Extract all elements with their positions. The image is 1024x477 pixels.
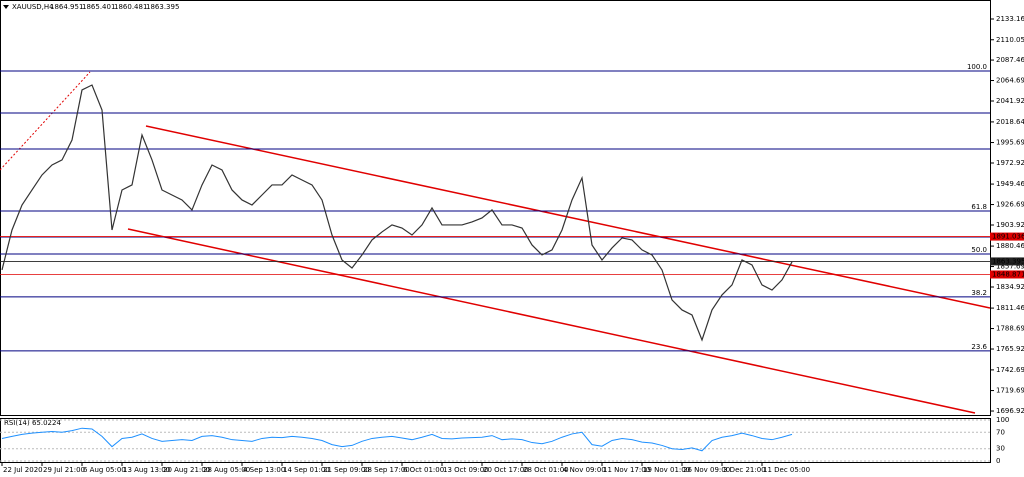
menu-icon [3,5,9,9]
x-tick-label: 13 Aug 13:00 [123,466,170,474]
price-tag [990,257,1024,266]
price-tag-label: 1848.871 [992,270,1024,278]
x-tick-label: 29 Jul 21:00 [43,466,85,474]
fib-label: 100.0 [967,63,987,71]
y-tick-label: 1742.690 [996,366,1024,374]
y-tick-label: 2064.690 [996,77,1024,85]
rsi-line [1,427,793,452]
x-tick-label: 28 Aug 05:00 [203,466,250,474]
x-tick-label: 3 Dec 21:00 [723,466,766,474]
x-tick-label: 14 Sep 01:00 [283,466,330,474]
y-tick-label: 2110.050 [996,36,1024,44]
x-tick-label: 6 Aug 05:00 [83,466,126,474]
ohlc-value: 1860.481 [114,3,147,11]
rsi-tick-label: 100 [996,416,1009,424]
x-tick-label: 20 Aug 21:00 [163,466,210,474]
x-tick-label: 13 Oct 09:00 [443,466,489,474]
y-tick-label: 1834.920 [996,283,1024,291]
rsi-label: RSI(14) 65.0224 [4,419,61,427]
y-tick-label: 1949.460 [996,180,1024,188]
price-line [1,84,793,342]
channel-upper [145,125,991,309]
x-tick-label: 28 Sep 17:00 [363,466,410,474]
x-tick-label: 11 Nov 17:00 [603,466,650,474]
y-tick-label: 1811.460 [996,304,1024,312]
ohlc-value: 1863.395 [146,3,179,11]
rsi-panel [0,418,991,463]
y-tick-label: 2018.640 [996,118,1024,126]
y-tick-label: 2087.460 [996,56,1024,64]
main-panel [0,0,991,416]
fib-label: 61.8 [971,203,987,211]
price-tag-label: 1863.395 [992,257,1024,265]
fib-label: 50.0 [971,246,987,254]
price-tag [990,232,1024,241]
x-tick-label: 4 Sep 13:00 [243,466,285,474]
x-tick-label: 11 Dec 05:00 [763,466,810,474]
x-tick-label: 6 Oct 01:00 [403,466,444,474]
x-tick-label: 19 Nov 01:00 [643,466,690,474]
y-tick-label: 2133.160 [996,15,1024,23]
y-tick-label: 1972.920 [996,159,1024,167]
y-tick-label: 1857.690 [996,263,1024,271]
y-tick-label: 1903.920 [996,221,1024,229]
y-tick-label: 1765.920 [996,345,1024,353]
rsi-tick-label: 70 [996,428,1005,436]
y-tick-label: 1995.690 [996,139,1024,147]
rsi-tick-label: 30 [996,445,1005,453]
price-tag-label: 1891.036 [992,233,1024,241]
price-tag [990,270,1024,279]
y-tick-label: 1788.690 [996,325,1024,333]
y-tick-label: 1696.920 [996,407,1024,415]
x-tick-label: 21 Sep 09:00 [323,466,370,474]
x-tick-label: 4 Nov 09:00 [563,466,606,474]
channel-lower [127,228,976,414]
y-tick-label: 1926.690 [996,201,1024,209]
x-tick-label: 26 Nov 09:00 [683,466,730,474]
x-tick-label: 20 Oct 17:00 [483,466,529,474]
y-tick-label: 1880.460 [996,242,1024,250]
x-tick-label: 22 Jul 2020 [3,466,43,474]
y-tick-label: 1719.690 [996,387,1024,395]
fib-label: 38.2 [971,289,987,297]
fib-label: 23.6 [971,343,987,351]
y-tick-label: 2041.920 [996,97,1024,105]
rsi-tick-label: 0 [996,457,1000,465]
ohlc-value: 1864.951 [50,3,83,11]
symbol: XAUUSD,H4 [12,3,54,11]
ohlc-value: 1865.401 [82,3,115,11]
x-tick-label: 28 Oct 01:00 [523,466,569,474]
